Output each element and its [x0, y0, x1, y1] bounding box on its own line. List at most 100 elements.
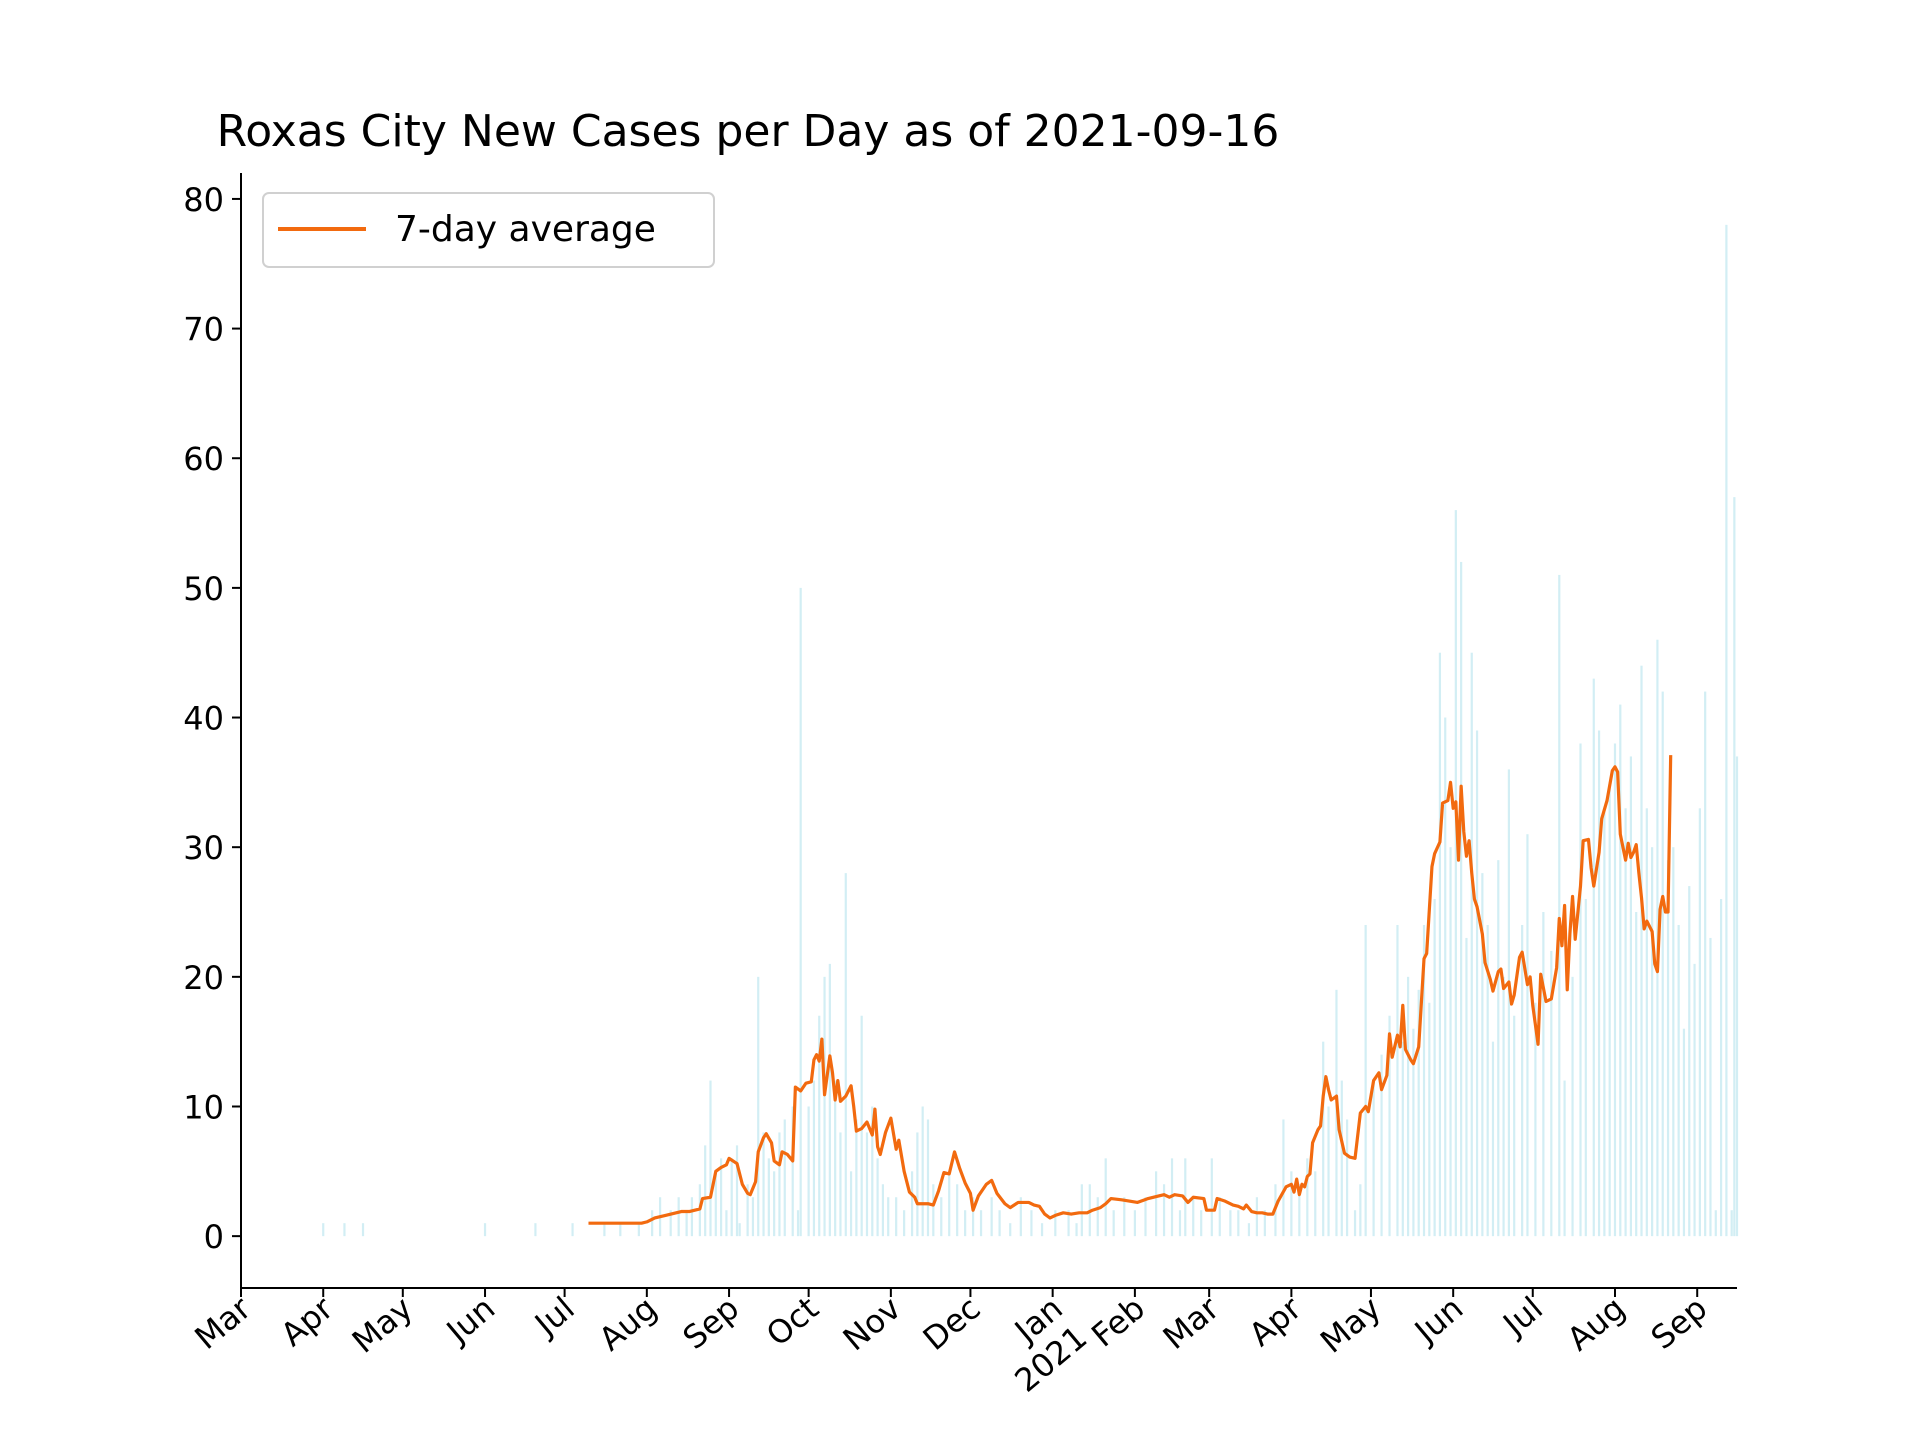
daily-cases-bar — [1162, 1184, 1166, 1237]
y-tick-label: 30 — [183, 829, 224, 867]
daily-cases-bar — [1603, 808, 1606, 1237]
daily-cases-bar — [881, 1184, 884, 1237]
daily-cases-bar — [940, 1197, 943, 1237]
daily-cases-bar — [534, 1223, 537, 1237]
daily-cases-bar — [783, 1119, 786, 1237]
daily-cases-bar — [812, 1080, 816, 1237]
daily-cases-bar — [762, 1132, 765, 1237]
daily-cases-bar — [1619, 704, 1622, 1237]
daily-cases-bar — [619, 1223, 622, 1237]
daily-cases-bar — [956, 1184, 959, 1237]
daily-cases-bar — [1714, 1210, 1717, 1237]
daily-cases-bar — [1255, 1197, 1258, 1237]
daily-cases-bar — [361, 1223, 365, 1237]
daily-cases-bar — [1584, 899, 1587, 1237]
axes-layer — [240, 173, 1737, 1289]
daily-cases-bar — [690, 1197, 694, 1237]
daily-cases-bar — [1486, 924, 1489, 1237]
daily-cases-bar — [849, 1171, 853, 1237]
daily-cases-bar — [1237, 1210, 1240, 1237]
daily-cases-bar — [1563, 1080, 1566, 1237]
daily-cases-bar — [603, 1223, 606, 1237]
daily-cases-bar — [1571, 976, 1574, 1237]
daily-cases-bar — [322, 1223, 325, 1237]
daily-cases-bar — [1144, 1197, 1147, 1237]
daily-cases-bar — [818, 1015, 821, 1237]
daily-cases-bar — [1635, 912, 1638, 1237]
daily-cases-bar — [823, 976, 826, 1237]
daily-cases-bar — [1719, 899, 1723, 1237]
daily-cases-bar — [1067, 1210, 1070, 1237]
daily-cases-bar — [751, 1197, 755, 1237]
daily-cases-bar — [1200, 1210, 1203, 1237]
daily-cases-bar — [1558, 574, 1561, 1237]
daily-cases-bar — [1693, 963, 1696, 1237]
daily-cases-bar — [757, 976, 760, 1237]
daily-cases-bar — [651, 1210, 654, 1237]
daily-cases-bar — [1306, 1158, 1309, 1237]
daily-cases-bar — [1704, 691, 1707, 1237]
daily-cases-bar — [1460, 561, 1463, 1237]
daily-cases-bar — [1322, 1041, 1325, 1237]
daily-cases-bar — [1454, 510, 1457, 1237]
legend-frame — [262, 192, 715, 268]
daily-cases-bar — [1624, 808, 1627, 1237]
daily-cases-bar — [1428, 1002, 1431, 1237]
daily-cases-bar — [979, 1210, 983, 1237]
daily-cases-bar — [738, 1223, 741, 1237]
daily-cases-bar — [1661, 691, 1664, 1237]
daily-cases-bar — [1608, 782, 1611, 1237]
daily-cases-bar — [767, 1158, 770, 1237]
line-layer — [588, 755, 1673, 1225]
daily-cases-bar — [1229, 1210, 1232, 1237]
daily-cases-bar — [1345, 1119, 1349, 1237]
daily-cases-bar — [876, 1158, 879, 1237]
y-tick-label: 40 — [183, 700, 224, 738]
daily-cases-bar — [828, 963, 831, 1237]
daily-cases-bar — [1096, 1197, 1099, 1237]
daily-cases-bar — [1372, 1080, 1375, 1237]
daily-cases-bar — [1218, 1197, 1221, 1237]
daily-cases-bar — [1054, 1210, 1057, 1237]
y-tick-label: 70 — [183, 311, 224, 349]
daily-cases-bar — [1733, 497, 1736, 1237]
daily-cases-bar — [1550, 950, 1553, 1237]
daily-cases-bar — [839, 1132, 842, 1237]
daily-cases-bar — [1340, 1080, 1343, 1237]
daily-cases-bar — [971, 1197, 975, 1237]
daily-cases-bar — [1290, 1171, 1293, 1237]
daily-cases-bar — [1417, 989, 1420, 1237]
daily-cases-bar — [1364, 924, 1367, 1237]
daily-cases-bar — [730, 1158, 733, 1237]
daily-cases-bar — [1497, 860, 1500, 1237]
daily-cases-bar — [932, 1184, 935, 1237]
daily-cases-bar — [1735, 756, 1739, 1237]
daily-cases-bar — [1491, 1041, 1495, 1237]
daily-cases-bar — [1730, 1210, 1733, 1237]
daily-cases-bar — [871, 1106, 874, 1237]
daily-cases-bar — [796, 1210, 800, 1237]
daily-cases-bar — [1314, 1171, 1317, 1237]
bars-layer — [322, 224, 1739, 1237]
daily-cases-bar — [1401, 1041, 1404, 1237]
daily-cases-bar — [1178, 1210, 1182, 1237]
daily-cases-bar — [1112, 1210, 1115, 1237]
daily-cases-bar — [571, 1223, 574, 1237]
y-tick-label: 50 — [183, 570, 224, 608]
daily-cases-bar — [1155, 1171, 1158, 1237]
daily-cases-bar — [1513, 1015, 1516, 1237]
daily-cases-bar — [1133, 1210, 1136, 1237]
daily-cases-bar — [1009, 1223, 1012, 1237]
daily-cases-bar — [1465, 937, 1468, 1237]
y-tick-label: 20 — [183, 959, 224, 997]
daily-cases-bar — [1579, 743, 1582, 1237]
daily-cases-bar — [677, 1197, 680, 1237]
y-tick-label: 80 — [183, 181, 224, 219]
daily-cases-bar — [1040, 1223, 1044, 1237]
daily-cases-bar — [343, 1223, 346, 1237]
daily-cases-bar — [1672, 847, 1675, 1237]
daily-cases-bar — [1353, 1210, 1357, 1237]
daily-cases-bar — [1438, 652, 1442, 1237]
